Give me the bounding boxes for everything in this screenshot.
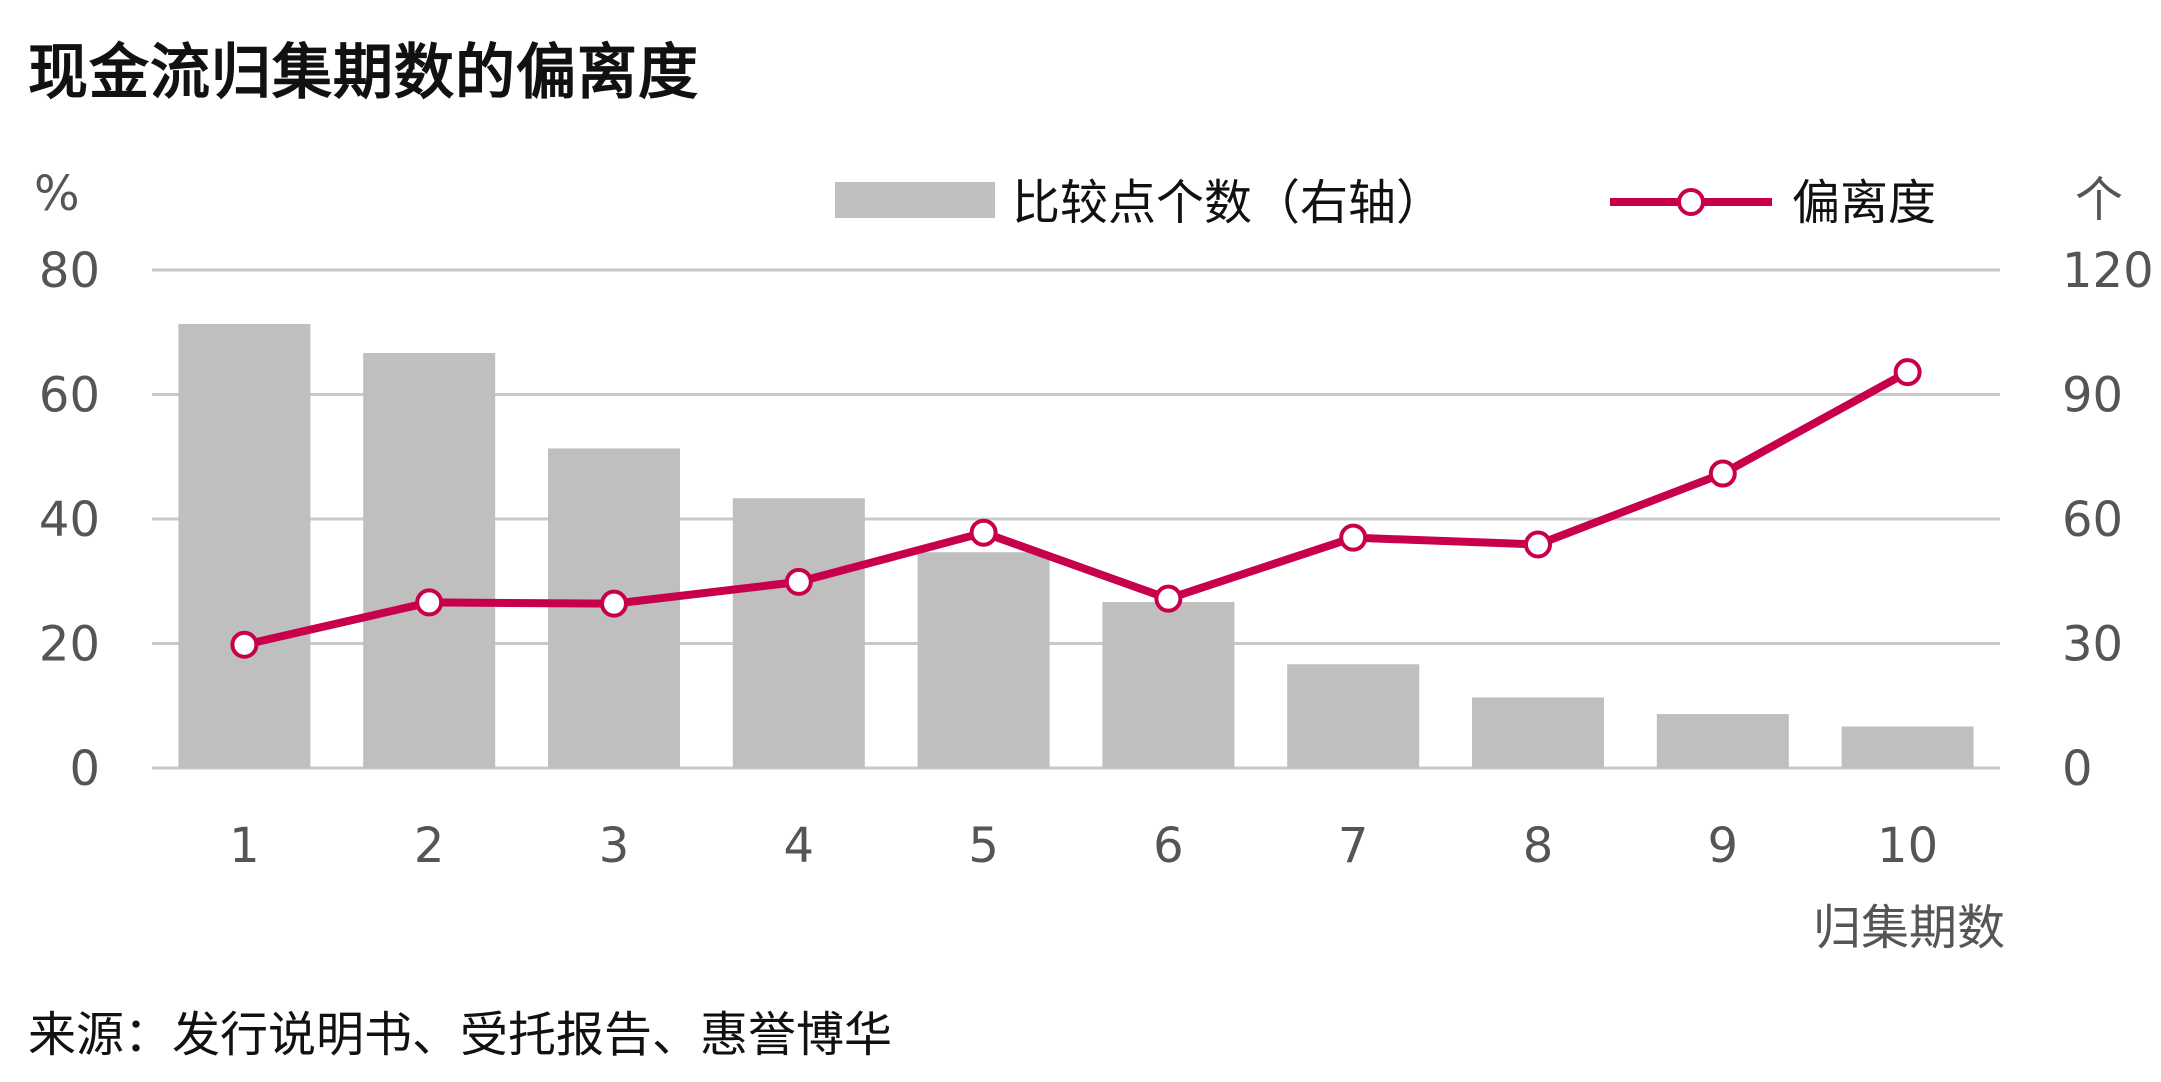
bar xyxy=(732,498,865,768)
line-point xyxy=(415,588,444,617)
x-tick-label: 10 xyxy=(1877,818,1938,874)
x-tick-label: 4 xyxy=(784,818,815,874)
y-left-tick-label: 0 xyxy=(69,741,100,797)
bar xyxy=(363,353,496,768)
bar xyxy=(178,323,311,768)
y-right-tick-label: 0 xyxy=(2062,741,2093,797)
bar xyxy=(1472,697,1604,768)
legend-line-marker xyxy=(1677,188,1705,216)
bar xyxy=(1841,726,1974,768)
y-left-tick-label: 40 xyxy=(39,492,100,548)
line-point xyxy=(784,567,813,596)
y-left-tick-label: 20 xyxy=(39,617,100,673)
x-tick-label: 5 xyxy=(968,818,999,874)
legend-bar-label: 比较点个数（右轴） xyxy=(1012,175,1444,231)
y-left-tick-label: 80 xyxy=(39,243,100,299)
y-right-tick-label: 30 xyxy=(2062,617,2123,673)
bar xyxy=(1656,714,1789,768)
y-left-unit: % xyxy=(34,166,80,222)
x-tick-label: 3 xyxy=(599,818,630,874)
line-point xyxy=(1524,530,1552,559)
y-left-tick-label: 60 xyxy=(39,368,100,424)
legend-bar-swatch xyxy=(835,182,995,218)
chart: 1 2 3 4 5 6 7 8 9 10 0 20 40 60 80 0 30 60 90 120 % 个 归集期… xyxy=(34,166,2154,956)
chart-title: 现金流归集期数的偏离度 xyxy=(28,38,699,108)
x-tick-label: 6 xyxy=(1153,818,1184,874)
x-tick-label: 8 xyxy=(1523,818,1554,874)
line-point xyxy=(1154,584,1183,613)
y-right-unit: 个 xyxy=(2075,172,2123,228)
x-axis-ticks: 1 2 3 4 5 6 7 8 9 10 xyxy=(229,818,1938,874)
x-tick-label: 1 xyxy=(229,818,260,874)
y-right-ticks: 0 30 60 90 120 xyxy=(2062,243,2154,797)
x-axis-label: 归集期数 xyxy=(1813,900,2005,956)
legend: 比较点个数（右轴） 偏离度 xyxy=(835,175,1936,231)
bar-series xyxy=(178,323,1974,768)
series-line xyxy=(243,368,1910,649)
x-tick-label: 7 xyxy=(1338,818,1369,874)
x-tick-label: 2 xyxy=(414,818,445,874)
line-point xyxy=(230,630,259,659)
line-series xyxy=(230,358,1922,659)
line-point xyxy=(969,518,998,547)
bar xyxy=(917,552,1050,768)
x-tick-label: 9 xyxy=(1708,818,1739,874)
y-right-tick-label: 90 xyxy=(2062,368,2123,424)
y-left-ticks: 0 20 40 60 80 xyxy=(39,243,100,797)
line-point xyxy=(1339,523,1368,552)
line-point xyxy=(1708,459,1737,488)
line-point xyxy=(1893,358,1922,387)
source-note: 来源：发行说明书、受托报告、惠誉博华 xyxy=(28,1007,893,1063)
y-right-tick-label: 60 xyxy=(2062,492,2123,548)
bar xyxy=(1287,664,1420,768)
line-point xyxy=(600,589,628,618)
y-right-tick-label: 120 xyxy=(2062,243,2154,299)
bar xyxy=(1102,602,1235,768)
legend-line-label: 偏离度 xyxy=(1792,175,1936,231)
